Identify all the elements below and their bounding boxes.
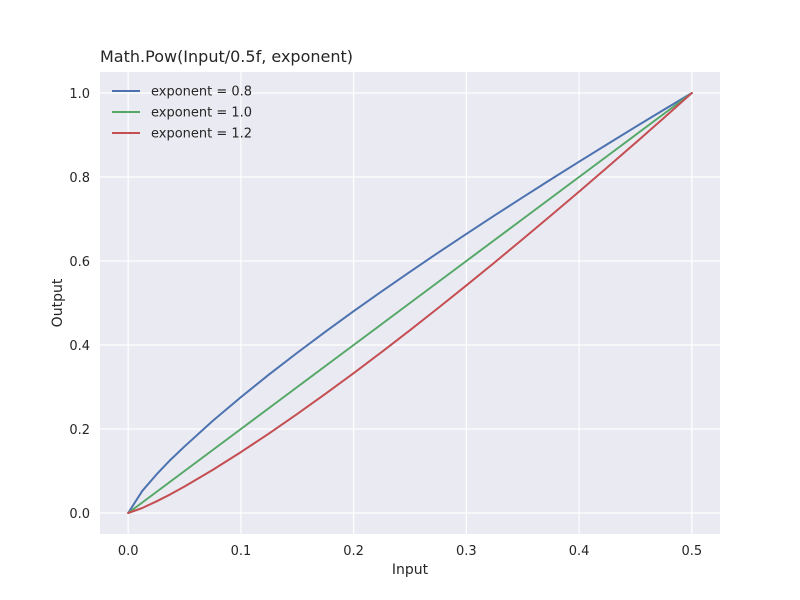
x-axis-label: Input: [392, 562, 429, 578]
x-tick-label: 0.4: [569, 544, 590, 559]
x-tick-label: 0.2: [343, 544, 364, 559]
y-tick-label: 1.0: [69, 87, 90, 102]
series-line-1: [127, 92, 693, 514]
y-tick-label: 0.4: [69, 339, 90, 354]
x-tick-label: 0.5: [681, 544, 702, 559]
y-tick-label: 0.6: [69, 255, 90, 270]
series-lines: [127, 92, 693, 514]
series-line-3: [127, 92, 693, 514]
y-tick-label: 0.8: [69, 171, 90, 186]
x-tick-label: 0.1: [231, 544, 252, 559]
y-axis-label: Output: [50, 278, 66, 327]
legend-entry: exponent = 0.8: [151, 85, 252, 100]
y-tick-label: 0.2: [69, 423, 90, 438]
x-tick-labels: 0.0 0.1 0.2 0.3 0.4 0.5: [118, 544, 702, 559]
x-tick-label: 0.0: [118, 544, 139, 559]
chart-title: Math.Pow(Input/0.5f, exponent): [100, 47, 353, 66]
legend: exponent = 0.8 exponent = 1.0 exponent = 1…: [112, 85, 252, 142]
legend-entry: exponent = 1.0: [151, 106, 252, 121]
series-line-2: [127, 92, 693, 514]
x-tick-label: 0.3: [456, 544, 477, 559]
y-tick-labels: 0.0 0.2 0.4 0.6 0.8 1.0: [69, 87, 90, 522]
legend-entry: exponent = 1.2: [151, 127, 252, 142]
y-tick-label: 0.0: [69, 507, 90, 522]
